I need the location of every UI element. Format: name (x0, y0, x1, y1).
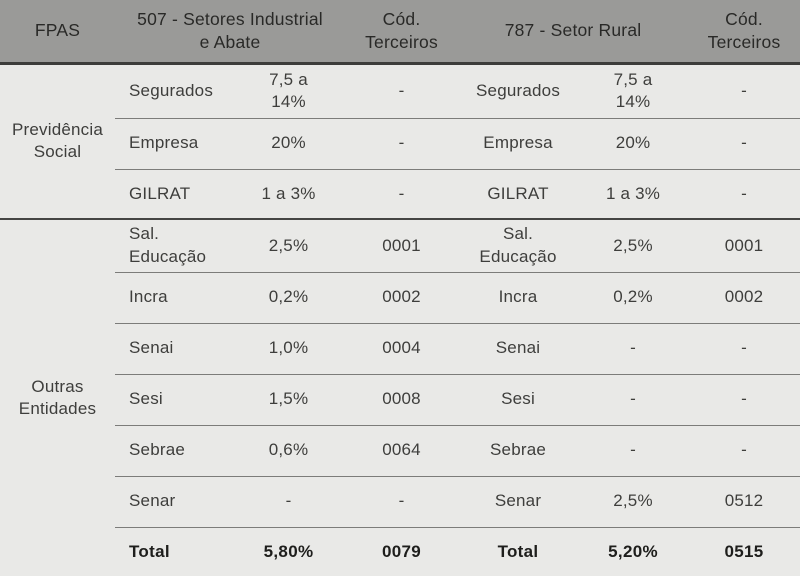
code-left: - (345, 117, 459, 169)
row-label-right: Sebrae (458, 424, 579, 476)
table-row: Incra 0,2% 0002 Incra 0,2% 0002 (0, 271, 800, 323)
code-left: - (345, 168, 459, 220)
code-right: - (688, 322, 800, 374)
row-label-right: Empresa (458, 117, 579, 169)
row-label-right: Senar (458, 475, 579, 527)
code-right: - (741, 80, 747, 100)
rate-left: 0,2% (232, 271, 346, 323)
row-label-left: GILRAT (115, 168, 232, 220)
table-row: Senai 1,0% 0004 Senai - - (0, 322, 800, 374)
row-label-left: Incra (115, 271, 232, 323)
code-left: - (398, 80, 405, 100)
header-cod-terceiros-left: Cód. Terceiros (345, 0, 459, 65)
rate-left: 20% (232, 117, 346, 169)
table-row: Sebrae 0,6% 0064 Sebrae - - (0, 424, 800, 476)
table-row: Empresa 20% - Empresa 20% - (0, 117, 800, 169)
rate-right: 20% (578, 117, 689, 169)
header-cod-terceiros-right: Cód. Terceiros (688, 0, 800, 65)
row-label-right: Senai (458, 322, 579, 374)
table-row: Previdência Social Segurados 7,5 a 14% -… (0, 63, 800, 220)
code-left: - (345, 475, 459, 527)
row-label-left: Sesi (115, 373, 232, 425)
rate-right: 7,5 a 14% (613, 69, 653, 111)
code-right: - (688, 168, 800, 220)
total-code-left: 0079 (345, 526, 459, 576)
code-left: 0004 (345, 322, 459, 374)
code-right: 0512 (688, 475, 800, 527)
row-label-left: Sebrae (115, 424, 232, 476)
table-row: Senar - - Senar 2,5% 0512 (0, 475, 800, 527)
row-label-left: Segurados (129, 80, 214, 100)
rate-left: 1,0% (232, 322, 346, 374)
row-label-left: Senai (115, 322, 232, 374)
code-right: 0001 (724, 235, 764, 255)
total-rate-left: 5,80% (232, 526, 346, 576)
header-setor-rural: 787 - Setor Rural (458, 0, 689, 65)
row-label-left: Sal. Educação (129, 224, 207, 266)
row-label-left: Senar (115, 475, 232, 527)
rate-right: 1 a 3% (578, 168, 689, 220)
rate-right: - (578, 373, 689, 425)
total-label-left: Total (115, 526, 232, 576)
group-outras-entidades: Outras Entidades (18, 376, 97, 418)
rate-left: 7,5 a 14% (269, 69, 308, 111)
rate-right: 2,5% (613, 235, 653, 255)
table-row: Sesi 1,5% 0008 Sesi - - (0, 373, 800, 425)
row-label-right: GILRAT (458, 168, 579, 220)
row-label-left: Empresa (115, 117, 232, 169)
total-rate-right: 5,20% (578, 526, 689, 576)
row-label-right: Incra (458, 271, 579, 323)
row-label-right: Sesi (458, 373, 579, 425)
rate-left: - (232, 475, 346, 527)
table-row-total: Total 5,80% 0079 Total 5,20% 0515 (0, 526, 800, 576)
code-right: - (688, 117, 800, 169)
total-label-right: Total (458, 526, 579, 576)
total-code-right: 0515 (688, 526, 800, 576)
header-setores-industrial: 507 - Setores Industrial e Abate (115, 0, 346, 65)
header-fpas: FPAS (0, 0, 115, 65)
rate-left: 1 a 3% (232, 168, 346, 220)
code-right: - (688, 424, 800, 476)
code-left: 0064 (345, 424, 459, 476)
rate-right: 2,5% (578, 475, 689, 527)
table-header: FPAS 507 - Setores Industrial e Abate Có… (0, 0, 800, 65)
code-left: 0001 (382, 235, 421, 255)
rate-left: 1,5% (232, 373, 346, 425)
rate-left: 0,6% (232, 424, 346, 476)
rate-left: 2,5% (268, 235, 309, 255)
rate-right: - (578, 424, 689, 476)
rate-right: 0,2% (578, 271, 689, 323)
row-label-right: Sal. Educação (479, 224, 557, 266)
code-left: 0002 (345, 271, 459, 323)
group-previdencia-social: Previdência Social (0, 63, 115, 220)
row-label-right: Segurados (476, 80, 561, 100)
code-left: 0008 (345, 373, 459, 425)
code-right: - (688, 373, 800, 425)
rate-right: - (578, 322, 689, 374)
table-row: Outras Entidades Sal. Educação 2,5% 0001… (0, 219, 800, 418)
table-row: GILRAT 1 a 3% - GILRAT 1 a 3% - (0, 168, 800, 220)
code-right: 0002 (688, 271, 800, 323)
